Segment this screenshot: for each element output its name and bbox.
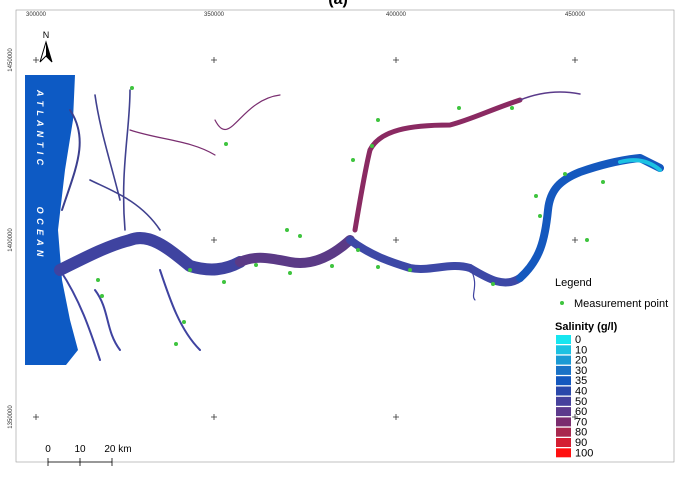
y-coordinate-label: 1450000	[8, 48, 14, 72]
grid-cross	[33, 57, 39, 63]
map-figure: (a) 300000 350000 400000 450000 1450000 14000…	[0, 0, 676, 481]
scale-label: 20 km	[104, 444, 131, 455]
ocean-label: O C E A N	[35, 207, 45, 258]
y-coordinate-label: 1400000	[8, 228, 14, 252]
salinity-swatch	[556, 335, 571, 344]
salinity-swatch	[556, 345, 571, 354]
salinity-swatch	[556, 448, 571, 457]
salinity-title: Salinity (g/l)	[555, 321, 618, 333]
x-coordinate-label: 450000	[565, 12, 586, 18]
legend-title: Legend	[555, 277, 592, 289]
salinity-swatch	[556, 428, 571, 437]
salinity-label: 100	[575, 447, 593, 459]
panel-label: (a)	[328, 0, 348, 8]
x-coordinate-label: 350000	[204, 12, 225, 18]
salinity-swatch	[556, 376, 571, 385]
salinity-swatch	[556, 366, 571, 375]
legend-point-label: Measurement point	[574, 298, 668, 310]
y-coordinate-label: 1350000	[8, 405, 14, 429]
x-coordinate-label: 400000	[386, 12, 407, 18]
salinity-swatch	[556, 397, 571, 406]
scale-bar	[48, 458, 112, 466]
salinity-swatch	[556, 356, 571, 365]
salinity-swatch	[556, 438, 571, 447]
salinity-swatch	[556, 407, 571, 416]
salinity-swatch	[556, 387, 571, 396]
map: (a) 300000 350000 400000 450000 1450000 14000…	[0, 0, 676, 481]
north-arrow: N	[40, 30, 52, 62]
ocean	[25, 75, 78, 365]
scale-label: 10	[74, 444, 86, 455]
grid-cross	[393, 237, 399, 243]
scale-label: 0	[45, 444, 51, 455]
grid-cross	[33, 414, 39, 420]
grid-cross	[393, 57, 399, 63]
salinity-swatch	[556, 417, 571, 426]
grid-cross	[572, 237, 578, 243]
grid-cross	[211, 237, 217, 243]
ocean-label: A T L A N T I C	[35, 89, 45, 166]
grid-cross	[393, 414, 399, 420]
x-coordinate-label: 300000	[26, 12, 47, 18]
north-label: N	[43, 30, 50, 40]
legend-point-symbol	[560, 301, 564, 305]
grid-cross	[211, 57, 217, 63]
grid-cross	[572, 57, 578, 63]
grid-cross	[211, 414, 217, 420]
river-network	[60, 90, 660, 360]
